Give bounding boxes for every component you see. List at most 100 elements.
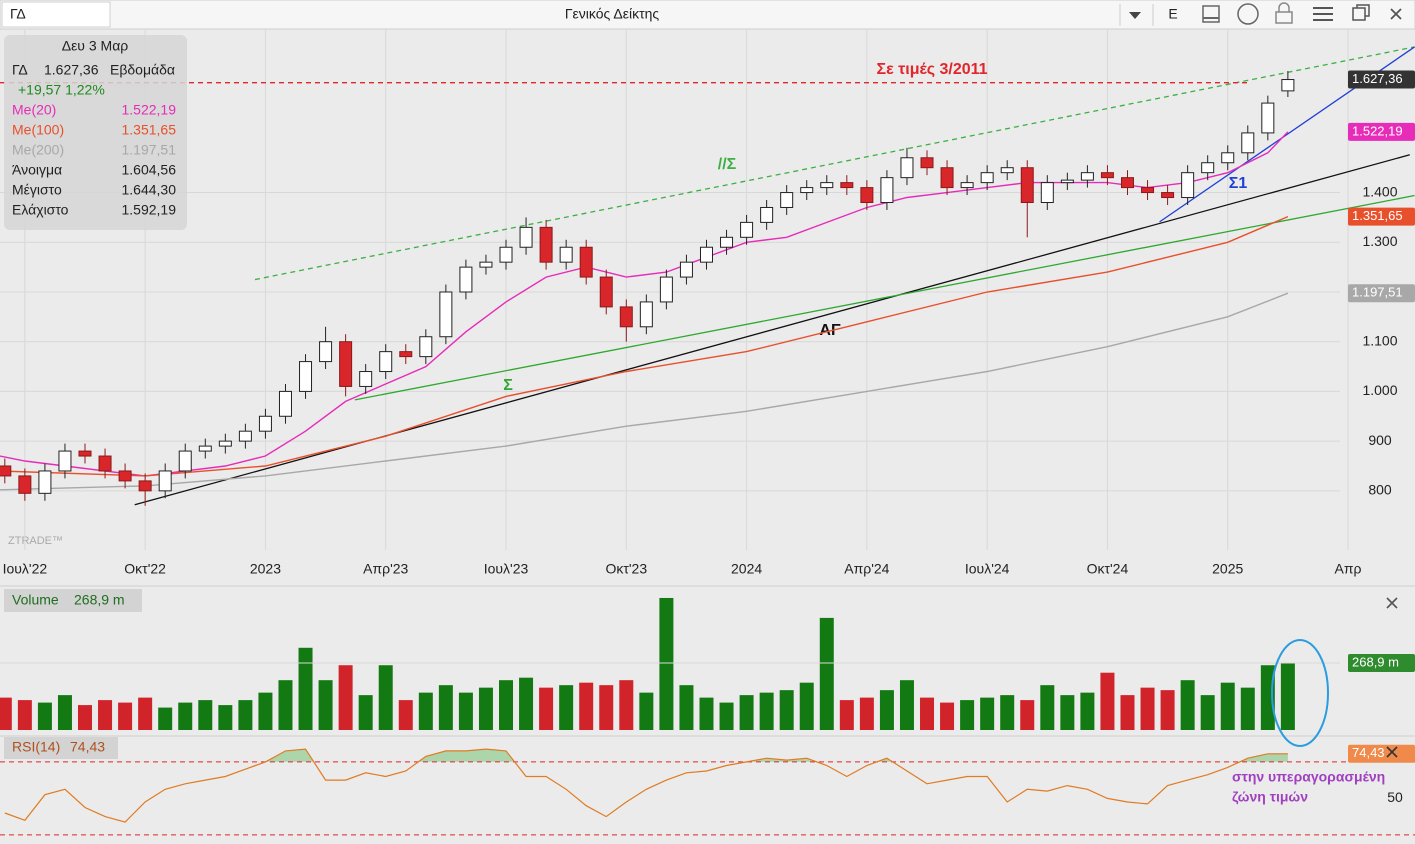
x-tick-label: Ιουλ'24 xyxy=(965,561,1010,577)
symbol-input[interactable] xyxy=(1,1,111,28)
volume-bar xyxy=(980,697,995,730)
candle-body xyxy=(1201,162,1215,174)
x-tick-label: Απρ xyxy=(1335,561,1362,577)
candle-body xyxy=(559,246,573,263)
y-tick-label: 900 xyxy=(1368,432,1392,448)
volume-bar xyxy=(298,647,313,730)
info-ma-label: Me(20) xyxy=(12,102,56,118)
candle-body xyxy=(18,475,32,494)
volume-bar xyxy=(1100,672,1115,730)
candle-body xyxy=(519,226,533,248)
volume-bar xyxy=(899,680,914,730)
volume-bar xyxy=(1140,687,1155,730)
toolbar xyxy=(0,0,1415,30)
candle-body xyxy=(0,465,12,477)
volume-bar xyxy=(559,685,574,730)
candle-body xyxy=(720,236,734,248)
x-tick-label: 2025 xyxy=(1212,561,1243,577)
ma-price-tag: 1.522,19 xyxy=(1352,123,1403,138)
volume-bar xyxy=(98,700,113,730)
volume-bar xyxy=(699,697,714,730)
candle-body xyxy=(740,221,754,238)
dropdown-button[interactable] xyxy=(1129,12,1141,19)
menu-icon[interactable] xyxy=(1313,7,1333,21)
info-value: 1.592,19 xyxy=(122,202,177,218)
rsi-tag: 74,43 xyxy=(1352,745,1385,760)
candle-body xyxy=(138,480,152,492)
chart-layer: ZTRADE™8009001.0001.1001.2001.3001.400Ιο… xyxy=(0,30,1415,836)
symbol: ΓΔ xyxy=(10,6,26,22)
volume-bar xyxy=(1040,685,1055,730)
panel-icon[interactable] xyxy=(1202,5,1220,23)
volume-bar xyxy=(418,692,433,730)
volume-bar xyxy=(218,705,233,730)
candle-body xyxy=(659,276,673,303)
candle-body xyxy=(679,261,693,278)
volume-bar xyxy=(1260,665,1275,730)
moving-average xyxy=(0,292,1289,491)
volume-bar xyxy=(37,702,52,730)
restore-icon[interactable] xyxy=(1352,7,1366,21)
rsi-header xyxy=(4,737,118,759)
candle-body xyxy=(1221,152,1235,164)
candle-body xyxy=(860,187,874,204)
ma-price-tag-bg xyxy=(1348,284,1415,303)
x-tick-label: Οκτ'23 xyxy=(605,561,647,577)
y-tick-label: 50 xyxy=(1387,789,1403,805)
volume-bar xyxy=(960,700,975,730)
candle-body xyxy=(820,182,834,189)
volume-bar xyxy=(940,702,955,730)
close-icon[interactable] xyxy=(1390,8,1402,20)
volume-bar xyxy=(1000,695,1015,730)
volume-bar xyxy=(118,702,133,730)
candle-body xyxy=(1040,182,1054,204)
candle-body xyxy=(339,341,353,387)
candle-body xyxy=(198,445,212,452)
candle-body xyxy=(780,192,794,208)
candle-body xyxy=(940,167,954,189)
x-tick-label: 2023 xyxy=(250,561,281,577)
volume-bar xyxy=(499,680,514,730)
volume-bar xyxy=(458,692,473,730)
lock-shackle xyxy=(1278,2,1290,12)
x-tick-label: Απρ'24 xyxy=(844,561,889,577)
ma-price-tag-bg xyxy=(1348,207,1415,226)
y-tick-label: 800 xyxy=(1368,482,1392,498)
candle-body xyxy=(619,306,633,328)
volume-bar xyxy=(599,685,614,730)
ma-price-tag: 1.197,51 xyxy=(1352,285,1403,300)
candle-body xyxy=(1080,172,1094,181)
volume-bar xyxy=(138,697,153,730)
candle-body xyxy=(840,182,854,189)
quote-icon[interactable] xyxy=(1237,3,1259,25)
close-pane-icon[interactable] xyxy=(1386,597,1398,609)
volume-tag: 268,9 m xyxy=(1352,654,1399,669)
volume-bar xyxy=(1280,663,1295,730)
volume-bar xyxy=(779,690,794,730)
candle-body xyxy=(258,415,272,432)
trendline xyxy=(354,194,1415,401)
lock-icon[interactable] xyxy=(1275,11,1293,24)
volume-title: Volume xyxy=(12,592,59,608)
x-tick-label: Οκτ'22 xyxy=(124,561,166,577)
volume-bar xyxy=(1120,695,1135,730)
volume-bar xyxy=(579,682,594,730)
moving-average xyxy=(0,215,1289,477)
mode-button[interactable]: E xyxy=(1168,6,1177,22)
candle-body xyxy=(299,361,313,392)
info-label: Άνοιγμα xyxy=(12,162,62,178)
candle-body xyxy=(479,261,493,268)
candle-body xyxy=(539,226,553,263)
volume-bar xyxy=(1200,695,1215,730)
info-ma-label: Me(200) xyxy=(12,142,64,158)
y-tick-label: 1.100 xyxy=(1362,332,1397,348)
candle-body xyxy=(178,450,192,472)
volume-bar xyxy=(438,685,453,730)
rsi-line xyxy=(4,748,1288,823)
volume-bar xyxy=(1080,692,1095,730)
volume-bar xyxy=(739,695,754,730)
volume-bar xyxy=(198,700,213,730)
candle-body xyxy=(78,450,92,457)
x-tick-label: Απρ'23 xyxy=(363,561,408,577)
volume-bar xyxy=(1220,682,1235,730)
